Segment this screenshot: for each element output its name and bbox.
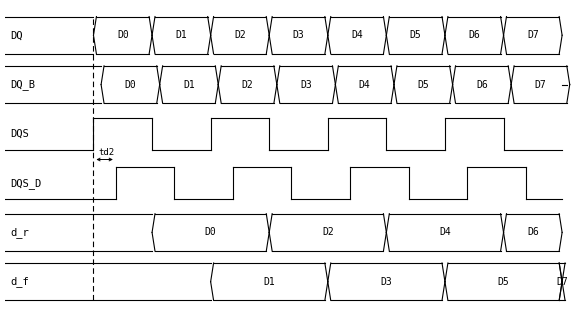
Text: D2: D2 [234, 30, 246, 40]
Text: D6: D6 [527, 227, 539, 237]
Text: DQS: DQS [10, 129, 29, 139]
Text: D3: D3 [300, 80, 312, 90]
Text: td2: td2 [99, 148, 115, 157]
Text: d_f: d_f [10, 276, 29, 287]
Text: d_r: d_r [10, 227, 29, 238]
Text: D0: D0 [117, 30, 129, 40]
Text: D0: D0 [205, 227, 216, 237]
Text: D7: D7 [534, 80, 546, 90]
Text: DQ: DQ [10, 30, 23, 40]
Text: D3: D3 [380, 277, 392, 287]
Text: D2: D2 [242, 80, 253, 90]
Text: D5: D5 [410, 30, 422, 40]
Text: D5: D5 [417, 80, 429, 90]
Text: D1: D1 [263, 277, 275, 287]
Text: DQS_D: DQS_D [10, 178, 41, 189]
Text: D7: D7 [527, 30, 539, 40]
Text: D3: D3 [293, 30, 305, 40]
Text: D2: D2 [322, 227, 334, 237]
Text: DQ_B: DQ_B [10, 79, 35, 90]
Text: D1: D1 [175, 30, 187, 40]
Text: D4: D4 [359, 80, 370, 90]
Text: D7: D7 [556, 277, 568, 287]
Text: D0: D0 [125, 80, 136, 90]
Text: D6: D6 [469, 30, 480, 40]
Text: D4: D4 [439, 227, 451, 237]
Text: D1: D1 [183, 80, 195, 90]
Text: D5: D5 [498, 277, 509, 287]
Text: D6: D6 [476, 80, 488, 90]
Text: D4: D4 [351, 30, 363, 40]
